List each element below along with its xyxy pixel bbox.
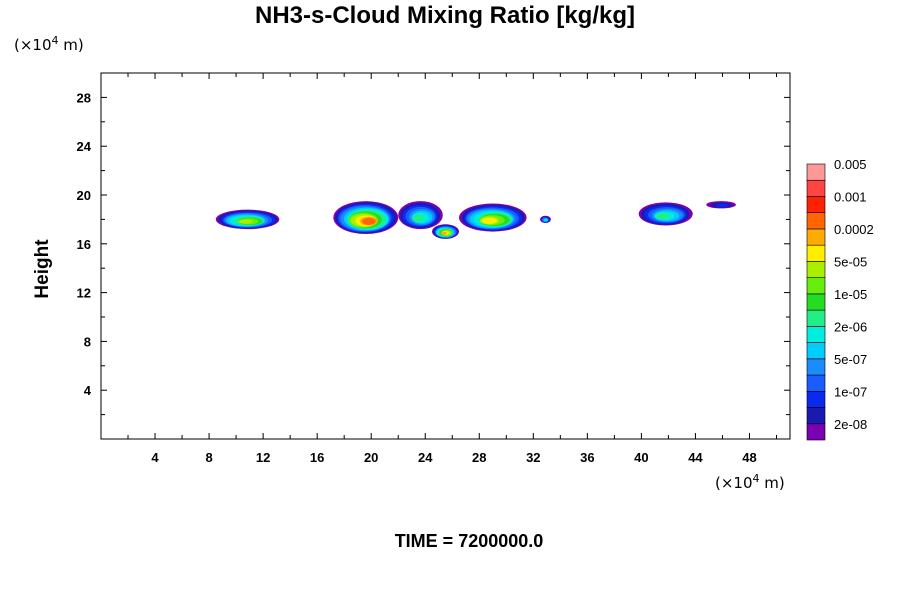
colorbar-swatch	[806, 179, 826, 197]
y-unit-exponent: 4	[51, 34, 59, 47]
colorbar-swatch	[806, 309, 826, 327]
x-tick-label: 8	[205, 450, 212, 465]
cloud-region	[459, 203, 527, 232]
cloud-region	[333, 201, 399, 235]
colorbar-swatch	[806, 212, 826, 230]
x-tick-label: 16	[310, 450, 324, 465]
x-unit-prefix: (×10	[715, 474, 753, 492]
y-tick-label: 12	[77, 286, 91, 301]
colorbar-swatch	[806, 293, 826, 311]
x-tick-label: 32	[526, 450, 540, 465]
x-tick-label: 28	[472, 450, 486, 465]
x-tick-label: 4	[151, 450, 159, 465]
x-unit-exponent: 4	[752, 472, 760, 485]
colorbar-label: 0.0002	[834, 222, 874, 237]
y-tick-label: 8	[84, 334, 91, 349]
x-unit-suffix: m)	[759, 474, 785, 492]
x-tick-label: 40	[634, 450, 648, 465]
cloud-contour	[412, 214, 425, 222]
x-axis-unit: (×104 m)	[715, 472, 785, 492]
cloud-region	[706, 201, 736, 209]
cloud-contour	[482, 217, 498, 224]
y-tick-label: 24	[77, 139, 92, 154]
y-tick-label: 4	[84, 383, 92, 398]
colorbar-label: 2e-08	[834, 417, 867, 432]
colorbar-swatch	[806, 244, 826, 262]
cloud-region	[215, 209, 280, 230]
chart-title: NH3-s-Cloud Mixing Ratio [kg/kg]	[255, 2, 635, 29]
y-tick-label: 16	[77, 237, 91, 252]
colorbar-label: 1e-05	[834, 287, 867, 302]
colorbar-swatch	[806, 374, 826, 392]
y-axis-unit: (×104 m)	[14, 34, 84, 54]
cloud-layer	[215, 201, 736, 239]
colorbar-label: 0.005	[834, 157, 867, 172]
x-tick-label: 36	[580, 450, 594, 465]
colorbar-label: 2e-06	[834, 319, 867, 334]
x-tick-label: 20	[364, 450, 378, 465]
cloud-region	[540, 215, 551, 224]
plot-frame	[100, 72, 791, 440]
x-tick-label: 12	[256, 450, 270, 465]
colorbar-label: 5e-05	[834, 254, 867, 269]
cloud-contour	[238, 219, 253, 224]
cloud-region	[431, 224, 460, 239]
colorbar-swatch	[806, 358, 826, 376]
colorbar-label: 0.001	[834, 189, 867, 204]
colorbar-swatch	[806, 423, 826, 441]
colorbar-swatch	[806, 390, 826, 408]
colorbar-label: 1e-07	[834, 384, 867, 399]
x-tick-label: 48	[742, 450, 756, 465]
y-tick-label: 28	[77, 90, 91, 105]
cloud-region	[398, 201, 443, 230]
cloud-contour	[715, 203, 729, 207]
y-tick-label: 20	[77, 188, 91, 203]
cloud-contour	[362, 217, 376, 225]
colorbar-swatch	[806, 196, 826, 214]
cloud-contour	[544, 218, 548, 222]
colorbar-label: 5e-07	[834, 352, 867, 367]
colorbar-swatch	[806, 261, 826, 278]
colorbar-swatch	[806, 163, 826, 181]
colorbar-swatch	[806, 228, 826, 246]
x-tick-label: 44	[688, 450, 703, 465]
cloud-contour	[441, 231, 447, 235]
colorbar-swatch	[806, 277, 826, 295]
colorbar-swatch	[806, 326, 826, 343]
colorbar-swatch	[806, 407, 826, 425]
y-unit-prefix: (×10	[14, 36, 52, 54]
colorbar: 2e-08 1e-07 5e-07 2e-06 1e-05 5e-05 0.0002 0.00…	[806, 157, 874, 441]
time-label: TIME = 7200000.0	[394, 531, 544, 551]
colorbar-swatch	[806, 342, 826, 360]
y-unit-suffix: m)	[58, 36, 84, 54]
cloud-contour	[655, 213, 670, 220]
x-tick-label: 24	[418, 450, 433, 465]
cloud-region	[638, 202, 693, 226]
